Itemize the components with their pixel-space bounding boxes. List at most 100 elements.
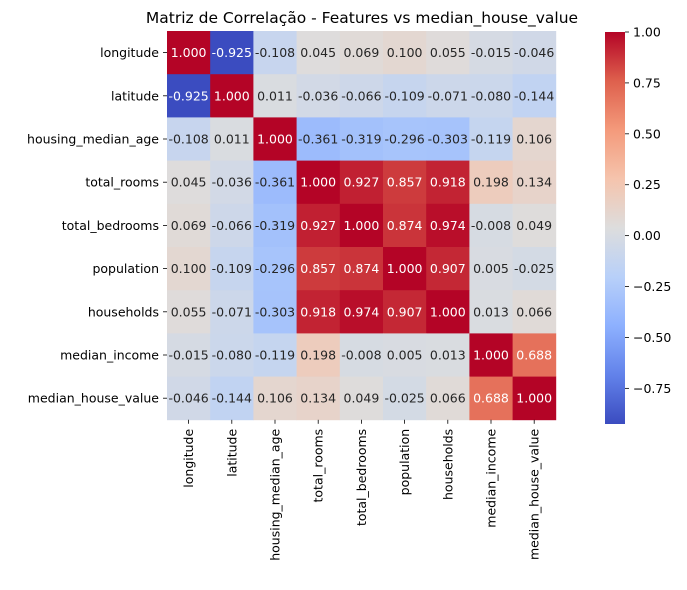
- x-tick-label: population: [397, 429, 412, 496]
- cell-annotation: 0.013: [430, 348, 466, 363]
- colorbar-tick-label: −0.50: [633, 330, 671, 345]
- heatmap-cell: [167, 74, 211, 118]
- cell-annotation: 0.005: [387, 348, 423, 363]
- heatmap-cell: [339, 203, 384, 248]
- cell-annotation: 0.857: [300, 261, 336, 276]
- cell-annotation: 1.000: [171, 45, 207, 60]
- heatmap-cell: [210, 376, 254, 421]
- heatmap-cell: [426, 247, 470, 291]
- x-tick-label: total_rooms: [311, 429, 326, 503]
- cell-annotation: 0.907: [430, 261, 466, 276]
- cell-annotation: 1.000: [430, 304, 466, 319]
- heatmap-cell: [210, 333, 254, 377]
- heatmap-cell: [426, 203, 470, 248]
- cell-annotation: 0.049: [344, 391, 380, 406]
- colorbar: 1.00 0.75 0.50 0.25 0.00 −0.25 −0.50 −0.75: [605, 25, 671, 424]
- colorbar-tick-label: −0.25: [633, 279, 671, 294]
- heatmap-cell: [512, 160, 557, 205]
- y-tick-label: median_income: [60, 348, 159, 363]
- cell-annotation: 0.918: [430, 175, 466, 190]
- heatmap-cell: [469, 31, 513, 75]
- y-tick-label: longitude: [100, 45, 159, 60]
- cell-annotation: 0.055: [430, 45, 466, 60]
- heatmap-cell: [426, 333, 470, 377]
- heatmap-cell: [426, 117, 470, 161]
- heatmap-cell: [167, 203, 211, 248]
- cell-annotation: 1.000: [387, 261, 423, 276]
- cell-annotation: 0.066: [430, 391, 466, 406]
- colorbar-tick-label: 0.00: [633, 228, 661, 243]
- heatmap-cell: [253, 160, 297, 205]
- heatmap-cell: [512, 333, 557, 377]
- heatmap-cell: [210, 160, 254, 205]
- cell-annotation: 1.000: [257, 132, 293, 147]
- cell-annotation: -0.925: [212, 45, 252, 60]
- cell-annotation: 0.874: [344, 261, 380, 276]
- cell-annotation: 0.005: [473, 261, 509, 276]
- heatmap-cell: [296, 290, 341, 334]
- y-tick-label: housing_median_age: [27, 132, 159, 147]
- y-tick-label: total_rooms: [85, 175, 159, 190]
- cell-annotation: -0.144: [514, 88, 554, 103]
- cell-annotation: 0.013: [473, 304, 509, 319]
- cell-annotation: -0.036: [298, 88, 338, 103]
- x-tick-label: total_bedrooms: [354, 429, 369, 526]
- heatmap-cells: [167, 31, 557, 421]
- cell-annotation: 0.045: [300, 45, 336, 60]
- heatmap-cell: [167, 160, 211, 205]
- heatmap-cell: [167, 31, 211, 75]
- cell-annotation: 1.000: [214, 88, 250, 103]
- cell-annotation: 0.069: [171, 218, 207, 233]
- cell-annotation: 0.688: [473, 391, 509, 406]
- heatmap-cell: [167, 290, 211, 334]
- cell-annotation: 0.134: [300, 391, 336, 406]
- y-tick-label: total_bedrooms: [62, 218, 159, 233]
- heatmap-cell: [512, 376, 557, 421]
- cell-annotation: -0.144: [212, 391, 252, 406]
- y-tick-label: population: [92, 261, 159, 276]
- heatmap-cell: [512, 74, 557, 118]
- cell-annotation: -0.071: [212, 304, 252, 319]
- colorbar-tick-label: −0.75: [633, 381, 671, 396]
- heatmap-cell: [253, 203, 297, 248]
- cell-annotation: -0.303: [255, 304, 295, 319]
- heatmap-cell: [167, 376, 211, 421]
- cell-annotation: -0.119: [471, 132, 511, 147]
- cell-annotation: 0.907: [387, 304, 423, 319]
- heatmap-cell: [426, 31, 470, 75]
- cell-annotation: -0.361: [298, 132, 338, 147]
- cell-annotation: -0.108: [168, 132, 208, 147]
- cell-annotation: 1.000: [300, 175, 336, 190]
- cell-annotation: 0.106: [516, 132, 552, 147]
- heatmap-cell: [253, 31, 297, 75]
- cell-annotation: 0.688: [516, 348, 552, 363]
- heatmap-cell: [469, 376, 513, 421]
- cell-annotation: -0.296: [384, 132, 424, 147]
- heatmap-cell: [210, 203, 254, 248]
- heatmap-cell: [383, 31, 427, 75]
- heatmap-cell: [253, 247, 297, 291]
- heatmap-cell: [512, 203, 557, 248]
- heatmap-cell: [296, 117, 341, 161]
- heatmap-cell: [210, 290, 254, 334]
- heatmap-cell: [512, 31, 557, 75]
- cell-annotation: 0.974: [430, 218, 466, 233]
- chart-title: Matriz de Correlação - Features vs media…: [146, 9, 578, 28]
- heatmap-cell: [339, 117, 384, 161]
- cell-annotation: 0.055: [171, 304, 207, 319]
- heatmap-cell: [383, 160, 427, 205]
- cell-annotation: -0.046: [168, 391, 208, 406]
- cell-annotation: 1.000: [344, 218, 380, 233]
- cell-annotation: 0.106: [257, 391, 293, 406]
- heatmap-cell: [469, 333, 513, 377]
- heatmap-cell: [512, 290, 557, 334]
- heatmap-cell: [426, 376, 470, 421]
- heatmap-cell: [210, 74, 254, 118]
- cell-annotation: -0.015: [471, 45, 511, 60]
- colorbar-tick-label: 0.25: [633, 177, 661, 192]
- colorbar-tick-label: 0.75: [633, 75, 661, 90]
- cell-annotation: 0.011: [214, 132, 250, 147]
- x-tick-label: median_income: [484, 428, 499, 527]
- y-axis: longitude latitude housing_median_agetotal…: [27, 45, 167, 406]
- heatmap-cell: [469, 160, 513, 205]
